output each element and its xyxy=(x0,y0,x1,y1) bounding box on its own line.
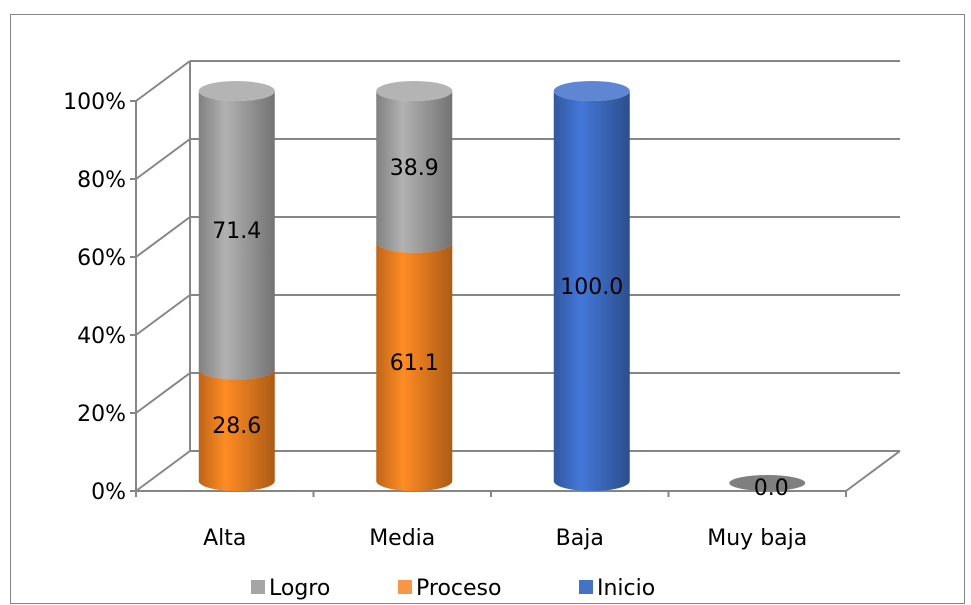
side-gridline xyxy=(135,450,191,492)
floor-right-edge xyxy=(845,450,901,492)
cylinders xyxy=(198,81,806,492)
data-label: 61.1 xyxy=(390,351,439,376)
category-label: Baja xyxy=(556,526,604,551)
cylinder-cap-highlight xyxy=(553,81,630,101)
cylinder-cap-highlight xyxy=(376,81,453,101)
side-gridline xyxy=(135,294,191,336)
side-gridline xyxy=(135,216,191,258)
data-label: 71.4 xyxy=(212,219,261,244)
side-gridline xyxy=(135,372,191,414)
y-tick-label: 0% xyxy=(91,480,126,505)
data-label: 38.9 xyxy=(390,156,439,181)
cylinder-cap xyxy=(198,81,275,101)
cylinder-segment-logro xyxy=(376,91,453,253)
legend-label: Inicio xyxy=(597,576,655,601)
cylinder-segment-proceso xyxy=(376,242,453,492)
legend-label: Logro xyxy=(269,576,330,601)
y-tick-label: 20% xyxy=(77,402,126,427)
data-label: 0.0 xyxy=(754,476,789,501)
cylinder-cap-highlight xyxy=(198,81,275,101)
y-tick-label: 60% xyxy=(77,246,126,271)
y-tick-labels: 0% 20% 40% 60% 80% 100% xyxy=(63,90,136,505)
y-tick-label: 40% xyxy=(77,324,126,349)
category-label: Alta xyxy=(203,526,246,551)
cylinder-segment-proceso xyxy=(198,369,275,492)
stacked-cylinder-chart: 0% 20% 40% 60% 80% 100% Alta Media Baja Muy baja 2… xyxy=(63,60,901,601)
legend-swatch-inicio xyxy=(579,580,593,594)
category-labels: Alta Media Baja Muy baja xyxy=(135,491,847,551)
data-label: 100.0 xyxy=(560,275,623,300)
cylinder-cap xyxy=(376,81,453,101)
data-labels: 28.6 71.4 61.1 38.9 100.0 0.0 xyxy=(212,156,788,501)
side-gridline xyxy=(135,138,191,180)
legend-swatch-logro xyxy=(251,580,265,594)
cylinder-segment-logro xyxy=(198,91,275,380)
side-gridline xyxy=(135,60,191,102)
cylinder-segment-inicio xyxy=(553,91,630,491)
cylinder-zero-marker xyxy=(729,475,806,491)
category-label: Muy baja xyxy=(707,526,807,551)
legend-swatch-proceso xyxy=(398,580,412,594)
cylinder-cap xyxy=(553,81,630,101)
legend-label: Proceso xyxy=(416,576,501,601)
y-tick-label: 80% xyxy=(77,168,126,193)
legend: Logro Proceso Inicio xyxy=(251,576,655,601)
chart-frame: 0% 20% 40% 60% 80% 100% Alta Media Baja Muy baja 2… xyxy=(10,14,965,604)
data-label: 28.6 xyxy=(212,414,261,439)
y-tick-label: 100% xyxy=(63,90,126,115)
category-label: Media xyxy=(369,526,435,551)
